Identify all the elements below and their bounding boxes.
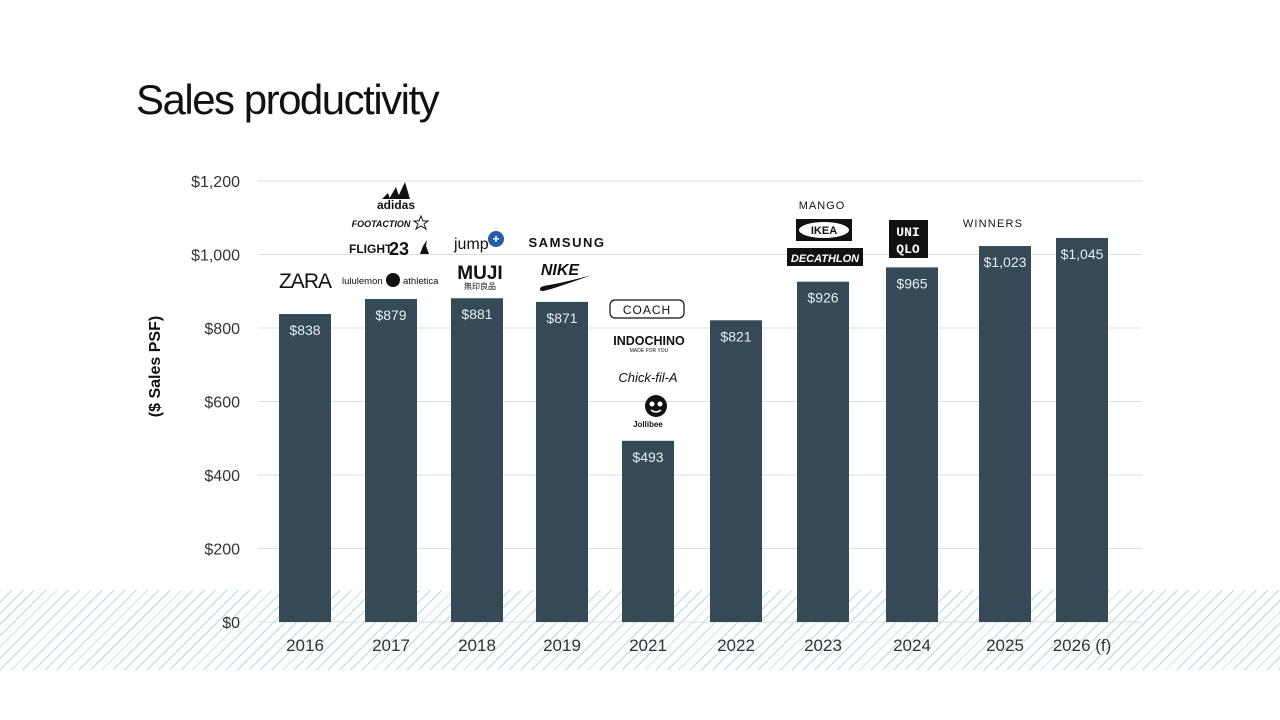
svg-text:INDOCHINO: INDOCHINO <box>613 334 685 348</box>
jump-plus-logo: jump + <box>453 231 504 253</box>
x-tick-label: 2023 <box>804 636 842 655</box>
svg-text:COACH: COACH <box>623 303 671 317</box>
data-label: $838 <box>289 322 320 338</box>
data-label: $1,045 <box>1061 246 1104 262</box>
brand-logos: ZARA adidas FOOTACTION FLIGHT 23 lululem… <box>279 182 1023 429</box>
y-tick-label: $800 <box>204 321 240 338</box>
y-tick-label: $200 <box>204 542 240 559</box>
svg-text:DECATHLON: DECATHLON <box>791 253 860 265</box>
x-tick-label: 2017 <box>372 636 410 655</box>
svg-text:FLIGHT: FLIGHT <box>349 242 393 256</box>
data-label: $1,023 <box>984 254 1027 270</box>
footaction-logo: FOOTACTION <box>352 214 430 231</box>
muji-logo: MUJI 無印良品 <box>457 263 502 291</box>
zara-logo: ZARA <box>279 270 332 293</box>
x-tick-label: 2024 <box>893 636 931 655</box>
chick-fil-a-logo: Chick-fil-A <box>618 370 677 385</box>
svg-text:athletica: athletica <box>403 276 439 287</box>
data-label: $871 <box>546 310 577 326</box>
svg-text:QLO: QLO <box>896 242 920 257</box>
svg-text:jump: jump <box>453 236 489 253</box>
jollibee-logo: Jollibee <box>633 395 667 429</box>
svg-text:adidas: adidas <box>377 198 415 212</box>
bars <box>279 237 1108 623</box>
x-tick-label: 2022 <box>717 636 755 655</box>
mango-logo: MANGO <box>799 200 846 212</box>
winners-logo: WINNERS <box>963 218 1023 230</box>
indochino-logo: INDOCHINO MADE FOR YOU <box>613 334 685 354</box>
y-tick-label: $600 <box>204 395 240 412</box>
data-labels: $838 $879 $881 $871 $493 $821 $926 $965 $1,023 $1… <box>289 246 1103 465</box>
x-tick-label: 2025 <box>986 636 1024 655</box>
x-tick-label: 2016 <box>286 636 324 655</box>
svg-text:IKEA: IKEA <box>811 225 837 237</box>
x-tick-label: 2026 (f) <box>1053 636 1112 655</box>
bar <box>886 267 938 622</box>
adidas-logo: adidas <box>377 182 415 212</box>
x-axis-ticks: 2016 2017 2018 2019 2021 2022 2023 2024 2025 2026… <box>286 636 1111 655</box>
bar <box>979 246 1031 623</box>
svg-text:MADE FOR YOU: MADE FOR YOU <box>630 348 669 354</box>
data-label: $965 <box>896 275 927 291</box>
x-tick-label: 2021 <box>629 636 667 655</box>
y-axis-ticks: $0 $200 $400 $600 $800 $1,000 $1,200 <box>191 174 240 632</box>
page-title: Sales productivity <box>136 76 440 123</box>
data-label: $881 <box>461 306 492 322</box>
bar <box>536 301 588 622</box>
svg-text:UNI: UNI <box>896 225 919 240</box>
nike-logo: NIKE <box>539 262 592 291</box>
svg-text:MUJI: MUJI <box>457 263 502 284</box>
svg-text:lululemon: lululemon <box>342 276 383 287</box>
svg-text:23: 23 <box>389 239 409 259</box>
bar <box>710 320 762 622</box>
x-tick-label: 2018 <box>458 636 496 655</box>
bar <box>279 314 331 622</box>
svg-text:NIKE: NIKE <box>541 262 581 279</box>
svg-text:無印良品: 無印良品 <box>464 281 496 291</box>
uniqlo-logo: UNI QLO <box>889 220 928 258</box>
y-axis-label: ($ Sales PSF) <box>147 316 164 417</box>
y-tick-label: $400 <box>204 468 240 485</box>
x-tick-label: 2019 <box>543 636 581 655</box>
bar <box>797 281 849 622</box>
bar <box>451 298 503 622</box>
data-label: $493 <box>632 449 663 465</box>
bar <box>1056 237 1108 622</box>
coach-logo: COACH <box>609 299 685 319</box>
flight23-logo: FLIGHT 23 <box>349 239 429 259</box>
ikea-logo: IKEA <box>796 219 852 241</box>
y-tick-label: $1,000 <box>191 248 240 265</box>
svg-text:Jollibee: Jollibee <box>633 420 663 429</box>
svg-text:FOOTACTION: FOOTACTION <box>352 219 411 229</box>
data-label: $879 <box>375 307 406 323</box>
samsung-logo: SAMSUNG <box>529 235 606 250</box>
bar <box>365 298 417 622</box>
data-label: $821 <box>720 328 751 344</box>
data-label: $926 <box>807 290 838 306</box>
y-tick-label: $0 <box>222 615 240 632</box>
svg-text:+: + <box>492 232 499 246</box>
decathlon-logo: DECATHLON <box>787 248 863 266</box>
y-tick-label: $1,200 <box>191 174 240 191</box>
bar <box>622 440 674 622</box>
lululemon-logo: lululemon athletica <box>342 273 439 287</box>
